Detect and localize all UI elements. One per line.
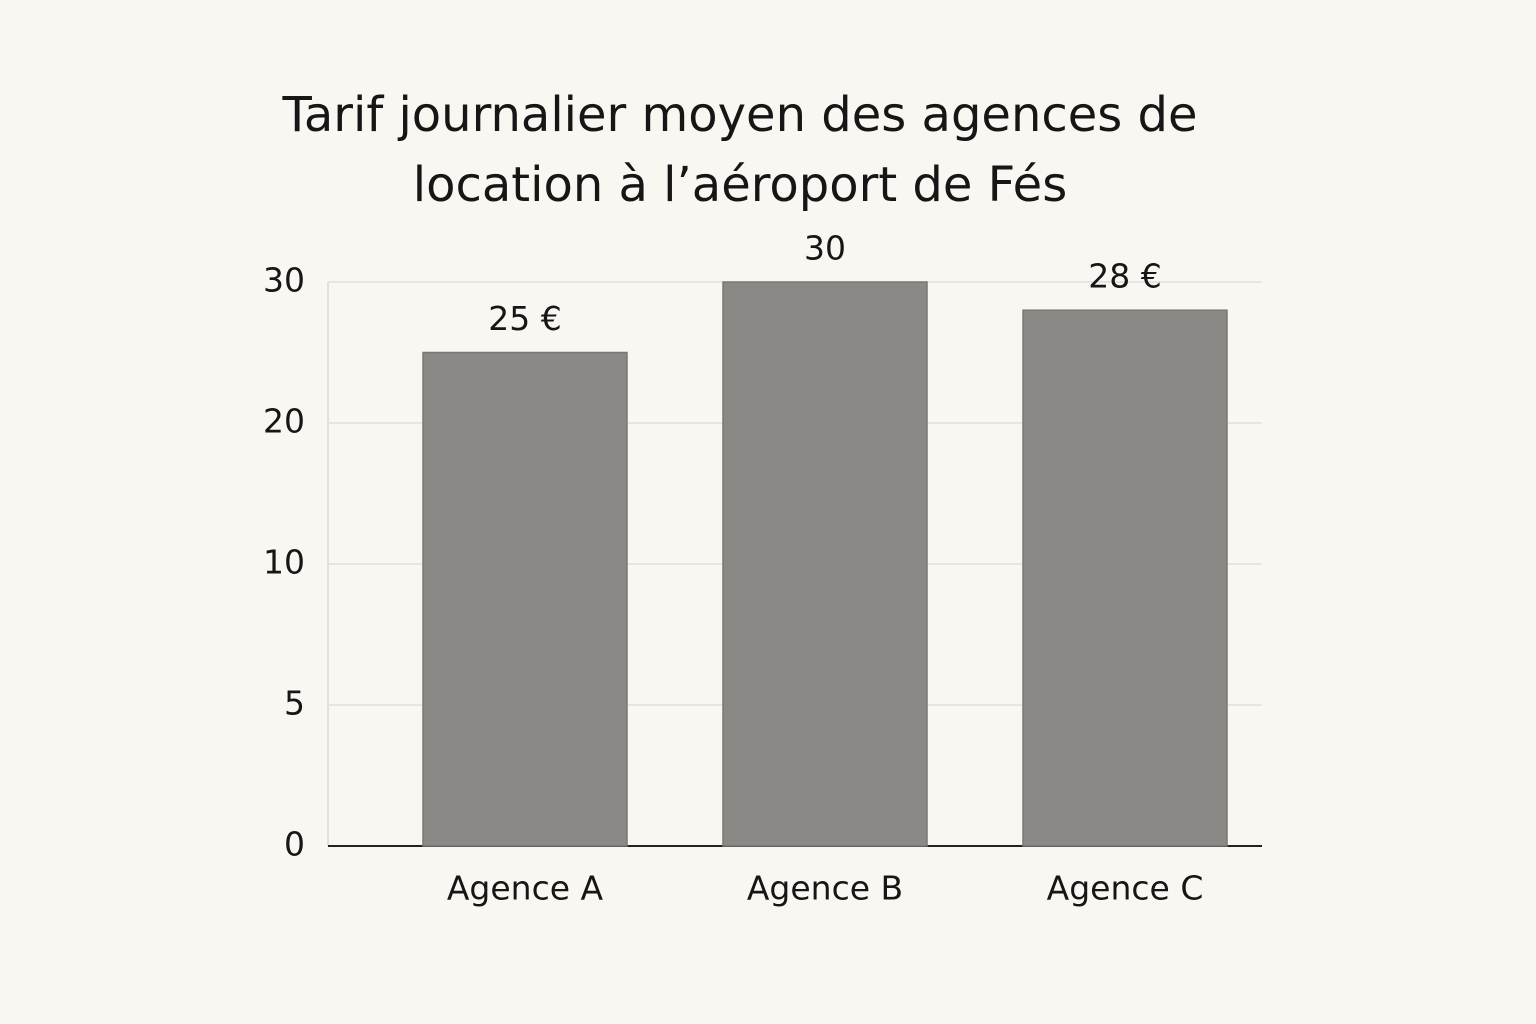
x-tick-label: Agence B <box>747 869 903 908</box>
x-tick-label: Agence A <box>447 869 604 908</box>
y-tick-label: 20 <box>263 402 305 441</box>
bar <box>1022 309 1228 847</box>
value-label: 30 <box>804 229 846 268</box>
value-label: 28 € <box>1088 257 1161 296</box>
y-tick-label: 10 <box>263 543 305 582</box>
chart-title: Tarif journalier moyen des agences de lo… <box>282 87 1198 213</box>
y-tick-label: 0 <box>284 825 305 864</box>
y-tick-label: 30 <box>263 261 305 300</box>
bar <box>422 351 628 847</box>
bar <box>722 281 928 847</box>
y-tick-label: 5 <box>284 684 305 723</box>
x-tick-label: Agence C <box>1047 869 1204 908</box>
value-label: 25 € <box>488 299 561 338</box>
